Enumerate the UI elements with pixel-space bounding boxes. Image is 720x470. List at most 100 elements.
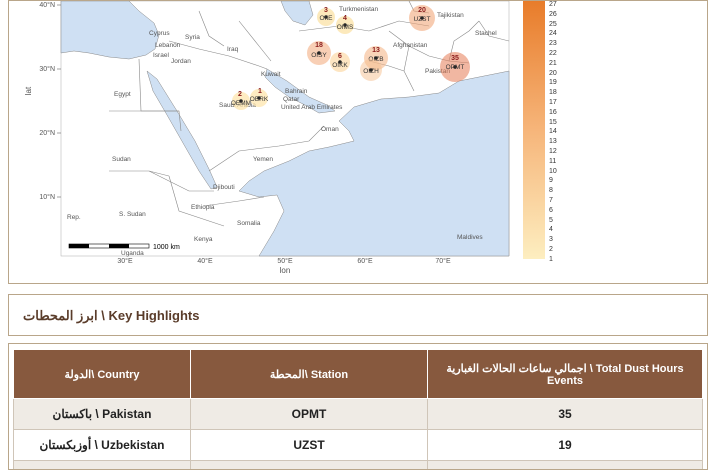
stations-table-panel: الدولة\ Country المحطة\ Station اجمالي س… — [8, 343, 708, 470]
cell-station: OPMT — [190, 398, 428, 430]
key-highlights-title: ابرز المحطات \ Key Highlights — [23, 308, 200, 323]
country-label: Yemen — [253, 156, 273, 163]
lon-tick: 60°E — [357, 257, 373, 265]
color-bar-tick: 26 — [549, 10, 557, 18]
station-dot — [324, 15, 328, 19]
lat-axis-label: lat — [24, 86, 33, 95]
station-code: OIMS — [337, 24, 354, 31]
lat-tick: 10°N — [39, 193, 55, 201]
color-bar-tick: 9 — [549, 177, 553, 185]
country-label: S. Sudan — [119, 211, 146, 218]
country-label: Oman — [321, 126, 339, 133]
color-bar-tick: 24 — [549, 30, 557, 38]
station-code: UZST — [414, 16, 431, 23]
station-count: 20 — [418, 7, 426, 14]
country-label: Kuwait — [261, 71, 281, 78]
color-bar-tick: 3 — [549, 236, 553, 244]
lat-axis: 40°N 30°N 20°N 10°N lat — [24, 1, 61, 201]
country-label: Rep. — [67, 214, 81, 221]
country-label: Iraq — [227, 46, 239, 53]
station-dot — [369, 68, 373, 72]
country-label: Sudan — [112, 156, 131, 163]
station-dot — [257, 96, 261, 100]
cell-country: باكستان \ Pakistan — [13, 398, 191, 430]
station-count: 18 — [315, 42, 323, 49]
key-highlights-bar: ابرز المحطات \ Key Highlights — [8, 294, 708, 336]
lat-tick: 20°N — [39, 129, 55, 137]
color-bar-tick: 12 — [549, 148, 557, 155]
lon-tick: 30°E — [117, 257, 133, 265]
station-count: 4 — [343, 15, 347, 22]
color-bar-tick: 19 — [549, 79, 557, 87]
color-bar-tick: 5 — [549, 216, 553, 224]
country-label: Tajikistan — [437, 12, 464, 19]
scale-bar: 1000 km — [68, 243, 180, 251]
color-bar-tick: 11 — [549, 157, 557, 165]
map-panel: 40°N 30°N 20°N 10°N lat 30°E 40°E 50°E 6… — [8, 0, 708, 284]
arabian-sea — [238, 70, 510, 257]
color-bar-tick: 20 — [549, 69, 557, 77]
country-label: Stachel — [475, 30, 497, 37]
dust-map: 40°N 30°N 20°N 10°N lat 30°E 40°E 50°E 6… — [24, 1, 510, 275]
color-bar-tick: 25 — [549, 20, 557, 28]
color-bar-tick: 16 — [549, 108, 557, 116]
station-dot — [453, 65, 457, 69]
color-bar-tick: 2 — [549, 246, 553, 253]
station-code: OIZH — [363, 68, 379, 75]
station-code: OPMT — [446, 64, 465, 71]
country-label: United Arab Emirates — [281, 104, 343, 111]
station-count: 2 — [238, 91, 242, 98]
cell-events: 19 — [427, 429, 703, 461]
column-header-station: المحطة\ Station — [190, 349, 428, 399]
scale-bar-label: 1000 km — [153, 244, 180, 251]
country-label: Pakistan — [425, 68, 450, 75]
country-label: Djibouti — [213, 184, 235, 191]
station-code: OERK — [250, 96, 269, 103]
table-row: أوزبكستان \ Uzbekistan UZST 19 — [13, 429, 703, 461]
country-label: Afghanistan — [393, 42, 428, 49]
color-bar-tick: 6 — [549, 206, 553, 214]
country-label: Egypt — [114, 91, 131, 98]
column-header-events: اجمالي ساعات الحالات الغبارية \ Total Du… — [427, 349, 703, 399]
color-bar-tick: 21 — [549, 59, 557, 67]
lat-tick: 30°N — [39, 65, 55, 73]
station-dot — [239, 99, 243, 103]
country-label: Syria — [185, 34, 200, 41]
lon-axis-label: lon — [280, 266, 291, 275]
station-code: OIKK — [332, 62, 348, 69]
station-dot — [338, 60, 342, 64]
station-code: OIIE — [319, 15, 333, 22]
country-label: Somalia — [237, 220, 261, 227]
persian-gulf — [264, 68, 336, 114]
color-bar-tick: 22 — [549, 50, 557, 57]
color-bar-tick: 4 — [549, 226, 553, 234]
lon-axis: 30°E 40°E 50°E 60°E 70°E lon — [117, 257, 451, 275]
station-count: 1 — [258, 88, 262, 95]
station-dot — [374, 56, 378, 60]
country-label: Maldives — [457, 234, 483, 241]
cell-station: UZST — [190, 429, 428, 461]
color-bar-tick: 7 — [549, 197, 553, 204]
country-label: Jordan — [171, 58, 191, 65]
color-bar-tick: 10 — [549, 167, 557, 175]
color-bar-tick: 17 — [549, 99, 557, 106]
station-count: 13 — [372, 47, 380, 54]
caspian-sea — [280, 1, 314, 26]
cell-station — [190, 460, 428, 469]
country-label: Bahrain — [285, 88, 308, 95]
country-label: Uganda — [121, 250, 144, 257]
station-code: OISY — [311, 52, 327, 59]
cell-country — [13, 460, 191, 469]
cell-country: أوزبكستان \ Uzbekistan — [13, 429, 191, 461]
color-bar-tick: 15 — [549, 118, 557, 126]
table-header-row: الدولة\ Country المحطة\ Station اجمالي س… — [13, 349, 703, 399]
stations-table: الدولة\ Country المحطة\ Station اجمالي س… — [13, 349, 703, 469]
country-label: Israel — [153, 52, 169, 59]
station-dot — [420, 16, 424, 20]
color-bar-tick: 23 — [549, 40, 557, 48]
country-label: Cyprus — [149, 30, 170, 37]
column-header-country: الدولة\ Country — [13, 349, 191, 399]
color-bar-tick: 27 — [549, 1, 557, 8]
lon-tick: 40°E — [197, 257, 213, 265]
color-bar-tick: 13 — [549, 138, 557, 146]
